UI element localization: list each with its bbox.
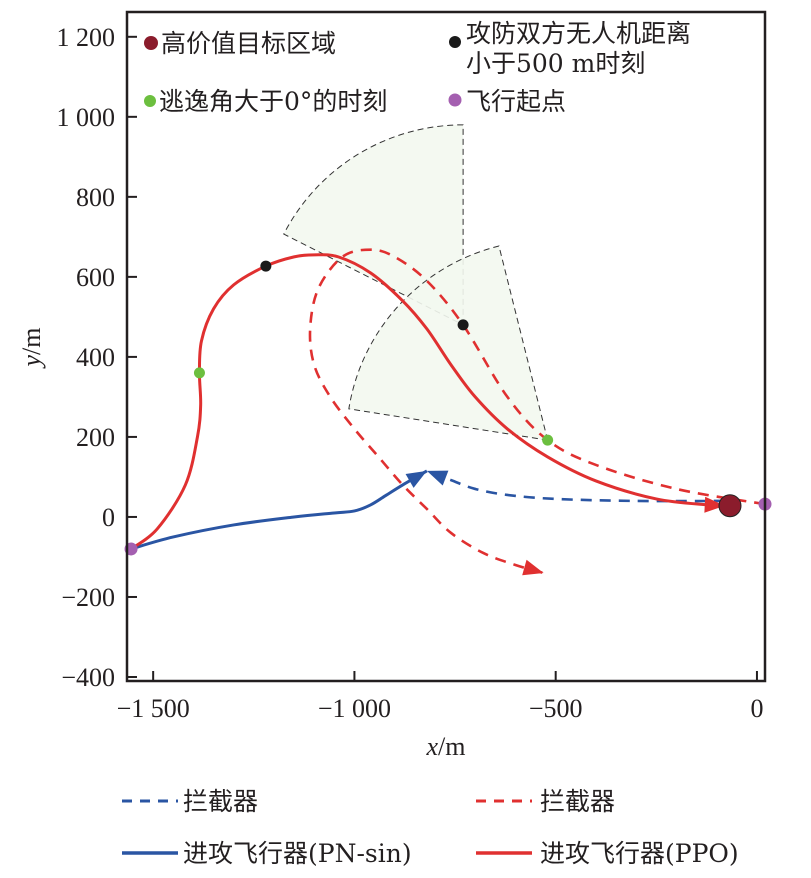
- y-axis-var: y: [17, 355, 46, 370]
- y-axis: 1 200 1 000 800 600 400 200 0 −200 −400: [57, 23, 137, 692]
- y-tick-label: 0: [102, 503, 115, 532]
- x-axis: −1 500 −1 000 −500 0: [117, 671, 763, 723]
- series-group: [130, 248, 766, 576]
- legend-marker-distance: [449, 36, 461, 48]
- marker-legend: 高价值目标区域 攻防双方无人机距离 小于500 m时刻 逃逸角大于0°的时刻 飞…: [144, 19, 691, 116]
- markers-group: [124, 260, 772, 556]
- threat-sector-0: [283, 124, 464, 326]
- y-tick-label: −400: [61, 663, 115, 692]
- series-interceptor-red-dashed-arrowhead: [522, 559, 544, 576]
- legend-label-distance-line1: 攻防双方无人机距离: [466, 19, 691, 48]
- legend-label-distance-line2: 小于500 m时刻: [466, 49, 645, 78]
- threat-sector-1: [348, 245, 549, 441]
- x-tick-label: −1 000: [318, 694, 391, 723]
- y-tick-label: 600: [76, 263, 115, 292]
- escape-marker-0: [193, 367, 205, 379]
- x-tick-label: 0: [750, 694, 763, 723]
- legend-label-red-solid: 进攻飞行器(PPO): [540, 839, 739, 868]
- series-legend: 拦截器 拦截器 进攻飞行器(PN-sin) 进攻飞行器(PPO): [122, 787, 739, 868]
- plot-frame: [125, 10, 767, 683]
- sectors: [283, 124, 549, 441]
- y-tick-label: 400: [76, 343, 115, 372]
- legend-marker-escape: [144, 95, 156, 107]
- x-axis-title: x/m: [426, 732, 466, 761]
- distance-marker-0: [260, 260, 272, 272]
- series-interceptor-red-dashed: [308, 248, 766, 575]
- y-tick-label: 1 000: [57, 103, 116, 132]
- legend-marker-target: [144, 36, 158, 50]
- series-interceptor-blue-dashed-arrowhead: [426, 470, 449, 486]
- escape-marker-1: [542, 434, 554, 446]
- series-attacker-pn-sin-arrowhead: [405, 470, 427, 488]
- y-tick-label: 200: [76, 423, 115, 452]
- y-axis-unit: /m: [17, 328, 46, 355]
- x-axis-unit: /m: [438, 732, 465, 761]
- series-interceptor-blue-dashed: [426, 469, 725, 503]
- y-tick-label: 1 200: [57, 23, 116, 52]
- legend-label-red-dashed: 拦截器: [540, 787, 615, 816]
- series-attacker-ppo-arrowhead: [704, 496, 725, 513]
- legend-label-target: 高价值目标区域: [161, 29, 336, 58]
- target-marker-0: [718, 494, 742, 518]
- y-tick-label: −200: [61, 583, 115, 612]
- legend-label-escape: 逃逸角大于0°的时刻: [159, 87, 387, 116]
- y-tick-label: 800: [76, 183, 115, 212]
- x-axis-var: x: [426, 732, 439, 761]
- legend-marker-start: [448, 93, 462, 107]
- x-tick-label: −1 500: [117, 694, 190, 723]
- legend-label-blue-solid: 进攻飞行器(PN-sin): [183, 839, 412, 868]
- x-tick-label: −500: [529, 694, 583, 723]
- legend-label-start: 飞行起点: [466, 87, 566, 116]
- y-axis-title: y/m: [17, 328, 46, 370]
- legend-label-blue-dashed: 拦截器: [183, 787, 258, 816]
- distance-marker-1: [457, 319, 469, 331]
- series-attacker-pn-sin: [130, 469, 428, 551]
- series-attacker-ppo: [130, 253, 725, 551]
